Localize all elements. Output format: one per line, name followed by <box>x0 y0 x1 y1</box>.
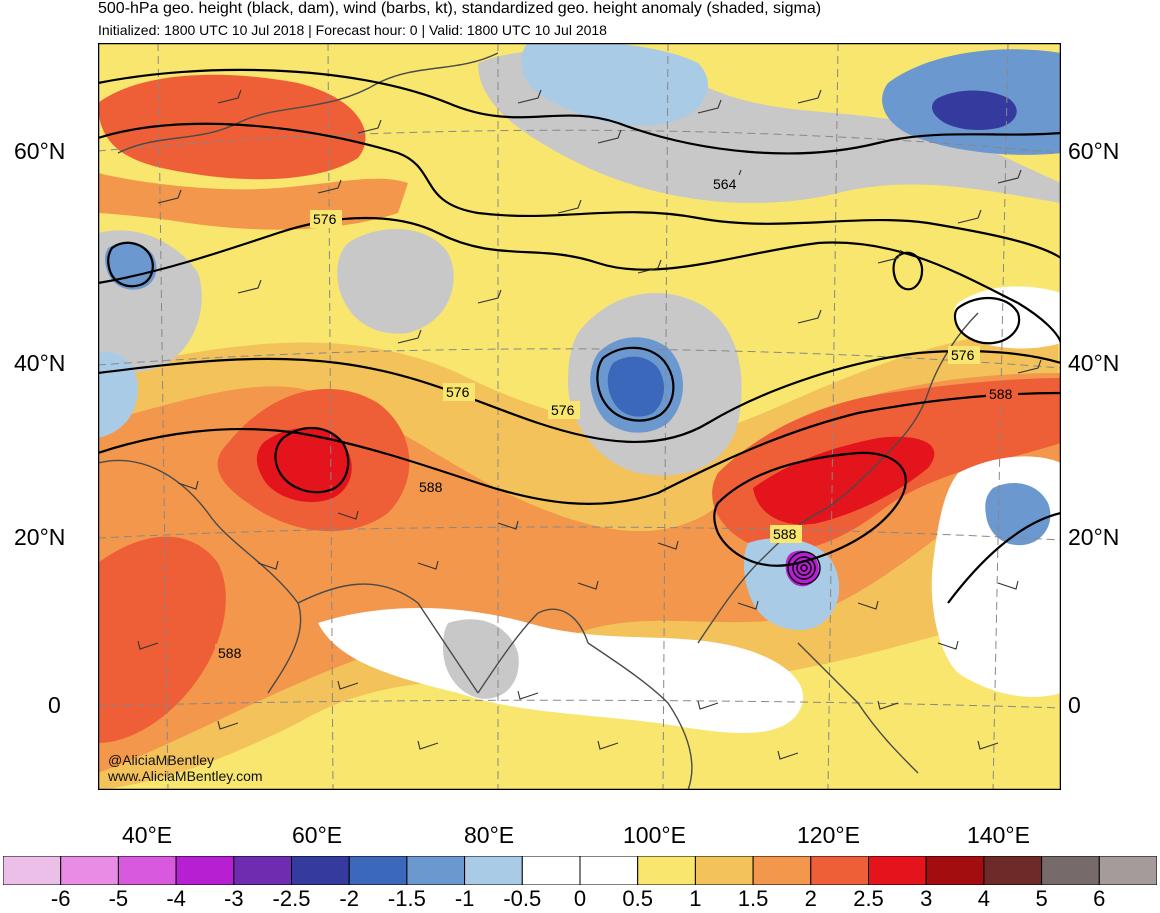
lat-label-20n-left: 20°N <box>14 524 66 550</box>
lat-label-0-right: 0 <box>1068 692 1081 718</box>
colorbar-swatch <box>348 856 408 885</box>
colorbar-swatch <box>637 856 696 885</box>
contour-label-6: 588 <box>989 386 1013 402</box>
anomaly-region-13 <box>932 90 1017 130</box>
colorbar-swatch <box>175 856 235 885</box>
colorbar-label: -3 <box>224 886 244 911</box>
colorbar-label: -1.5 <box>387 886 426 911</box>
contour-label-1: 564 <box>713 176 737 192</box>
lon-label-100e: 100°E <box>623 822 686 848</box>
contour-label-4: 576 <box>551 402 575 418</box>
lat-label-40n-left: 40°N <box>14 350 66 376</box>
colorbar <box>3 856 1157 885</box>
map-title: 500-hPa geo. height (black, dam), wind (… <box>98 0 822 17</box>
colorbar-swatch <box>752 856 812 885</box>
colorbar-swatch <box>3 856 62 885</box>
lon-label-40e: 40°E <box>122 822 173 848</box>
colorbar-label: 2 <box>804 886 817 911</box>
colorbar-swatch <box>521 856 581 885</box>
lon-label-80e: 80°E <box>464 822 515 848</box>
colorbar-swatch <box>579 856 639 885</box>
colorbar-label: -5 <box>108 886 129 911</box>
anomaly-region-19 <box>105 242 157 290</box>
lon-label-140e: 140°E <box>967 822 1030 848</box>
colorbar-swatch <box>1098 856 1157 885</box>
colorbar-swatch <box>810 856 869 885</box>
typhoon-contours <box>787 551 821 585</box>
anomaly-region-21 <box>953 286 1061 349</box>
lat-label-20n-right: 20°N <box>1068 524 1120 550</box>
anomaly-region-11 <box>521 43 708 126</box>
colorbar-swatch <box>117 856 177 885</box>
anomaly-region-24 <box>318 608 804 733</box>
colorbar-swatch <box>868 856 927 885</box>
contour-label-8: 588 <box>773 526 797 542</box>
coastlines <box>98 52 979 790</box>
colorbar-label: -4 <box>166 886 186 911</box>
anomaly-region-9 <box>98 536 226 743</box>
colorbar-label: -2.5 <box>272 886 311 911</box>
colorbar-swatch <box>60 856 119 885</box>
lat-label-40n-right: 40°N <box>1068 350 1120 376</box>
credit-website: www.AliciaMBentley.com <box>108 768 263 784</box>
colorbar-label: 5 <box>1035 886 1048 911</box>
colorbar-swatch <box>464 856 523 885</box>
contour-label-9: 588 <box>218 645 242 661</box>
colorbar-label: -1 <box>454 886 475 911</box>
colorbar-label: 3 <box>920 886 933 911</box>
colorbar-swatch <box>233 856 293 885</box>
wind-barbs <box>137 89 1042 760</box>
colorbar-label: -0.5 <box>503 886 542 911</box>
anomaly-region-20 <box>98 352 138 438</box>
anomaly-region-7 <box>98 74 366 180</box>
colorbar-label: 0 <box>573 886 587 911</box>
colorbar-swatch <box>406 856 466 885</box>
lat-label-0-left: 0 <box>48 692 61 718</box>
contour-label-3: 576 <box>446 384 470 400</box>
lat-label-60n-left: 60°N <box>14 138 66 164</box>
colorbar-swatch <box>694 856 754 885</box>
colorbar-swatch <box>983 856 1043 885</box>
colorbar-label: 4 <box>977 886 991 911</box>
colorbar-label: 1.5 <box>737 886 769 911</box>
colorbar-label: 1 <box>689 886 702 911</box>
anomaly-region-25 <box>443 619 519 699</box>
map-frame <box>98 43 1061 790</box>
colorbar-label: -2 <box>339 886 359 911</box>
colorbar-label: 2.5 <box>853 886 884 911</box>
contour-label-2: 576 <box>313 211 337 227</box>
colorbar-swatch <box>925 856 985 885</box>
colorbar-swatch <box>291 856 350 885</box>
grid <box>98 43 1061 790</box>
height-contours <box>98 68 1061 604</box>
lat-label-60n-right: 60°N <box>1068 138 1120 164</box>
contour-label-5: 576 <box>951 347 975 363</box>
colorbar-label: 6 <box>1093 886 1106 911</box>
contour-label-7: 588 <box>419 479 443 495</box>
lon-label-60e: 60°E <box>292 822 343 848</box>
map-panel: 564 576 576 576 576 588 588 588 588 <box>98 43 1061 790</box>
anomaly-region-6 <box>753 436 935 525</box>
credit-handle: @AliciaMBentley <box>108 752 215 768</box>
anomaly-region-23 <box>985 483 1051 546</box>
anomaly-region-16 <box>607 356 665 417</box>
map-subtitle: Initialized: 1800 UTC 10 Jul 2018 | Fore… <box>98 22 607 38</box>
colorbar-swatch <box>1041 856 1100 885</box>
anomaly-region-17 <box>337 229 454 334</box>
colorbar-label: -6 <box>50 886 71 911</box>
lon-label-120e: 120°E <box>797 822 860 848</box>
colorbar-label: 0.5 <box>622 886 653 911</box>
contour-labels: 564 576 576 576 576 588 588 588 588 <box>215 175 1018 662</box>
anomaly-region-4 <box>256 428 352 503</box>
